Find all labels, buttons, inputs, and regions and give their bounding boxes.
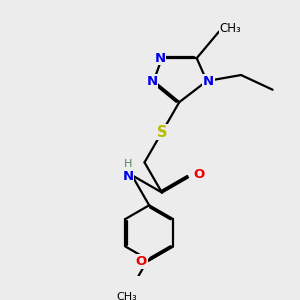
- Text: CH₃: CH₃: [219, 22, 241, 35]
- Text: S: S: [157, 125, 167, 140]
- Text: N: N: [154, 52, 166, 65]
- Text: N: N: [122, 169, 134, 183]
- Text: N: N: [146, 75, 158, 88]
- Text: CH₃: CH₃: [117, 292, 137, 300]
- Text: N: N: [203, 75, 214, 88]
- Text: O: O: [136, 255, 147, 268]
- Text: O: O: [194, 168, 205, 181]
- Text: H: H: [124, 159, 132, 169]
